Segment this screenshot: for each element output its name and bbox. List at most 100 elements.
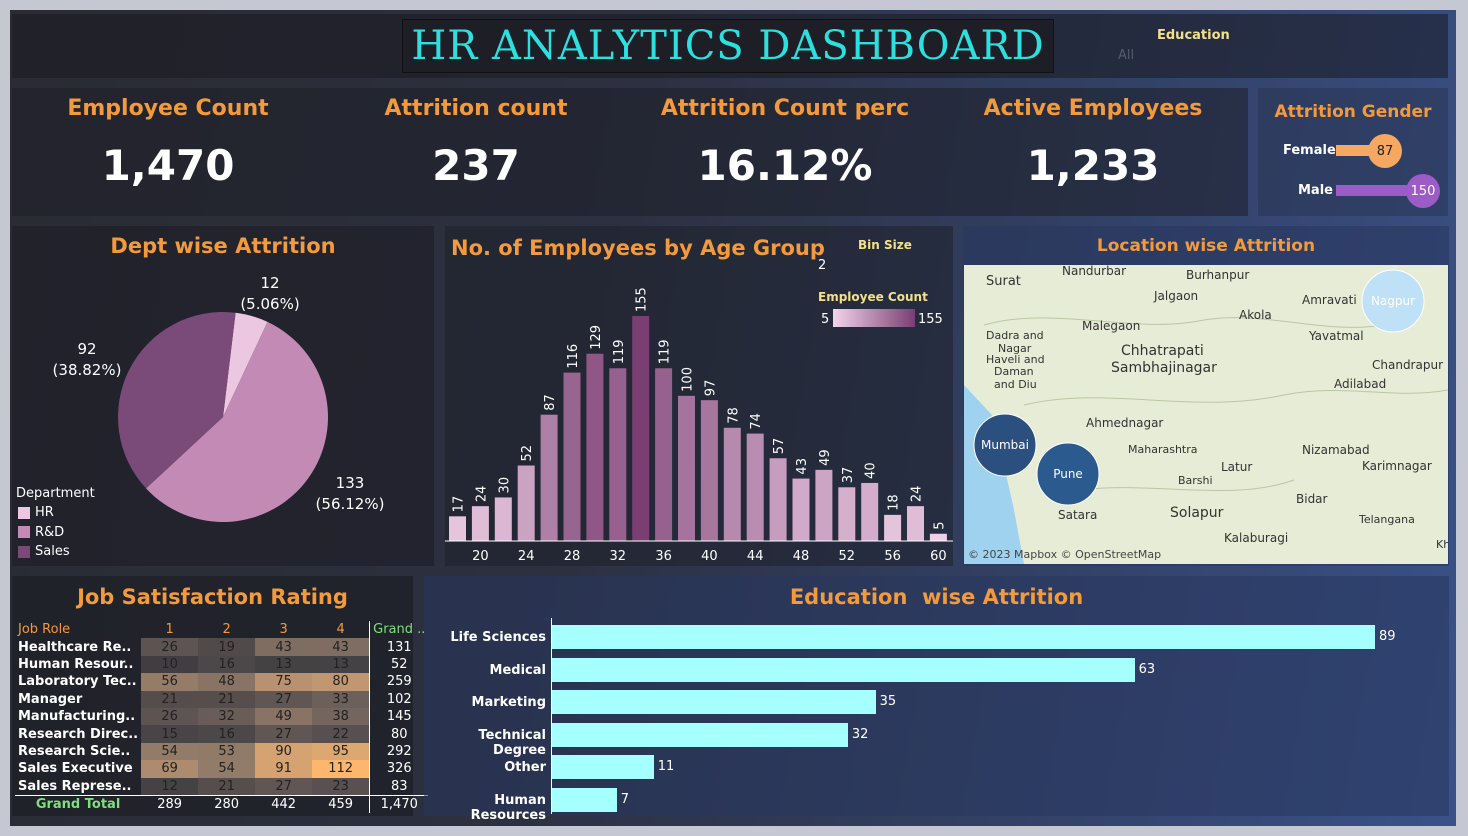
age-bar[interactable] — [655, 368, 673, 541]
job-value-cell: 54 — [141, 742, 199, 761]
pie-value-label: 133 — [336, 474, 365, 492]
age-bar[interactable] — [517, 465, 535, 541]
map-bubble-pune[interactable] — [1036, 442, 1100, 506]
job-value-cell: 90 — [255, 742, 313, 761]
age-bar[interactable] — [746, 433, 764, 541]
age-bar[interactable] — [632, 316, 650, 541]
legend-swatch — [18, 526, 30, 539]
location-title: Location wise Attrition — [1096, 236, 1316, 256]
table-row[interactable]: Healthcare Re.. 26 19 43 43 131 — [15, 638, 429, 656]
legend-swatch — [18, 506, 30, 519]
age-bar[interactable] — [494, 497, 512, 541]
age-legend-label: Employee Count — [818, 290, 928, 304]
job-title: Job Satisfaction Rating — [77, 585, 348, 609]
map-place-label: Yavatmal — [1308, 329, 1364, 343]
job-value-cell: 292 — [369, 742, 429, 761]
age-bar-label: 37 — [841, 467, 856, 484]
table-row[interactable]: Manager 21 21 27 33 102 — [15, 690, 429, 708]
map-bubble-nagpur[interactable] — [1361, 269, 1425, 333]
job-value-cell: 23 — [312, 777, 370, 796]
job-role-cell: Sales Represe.. — [18, 778, 132, 794]
table-row[interactable]: Research Direc.. 15 16 27 22 80 — [15, 725, 429, 743]
age-bar[interactable] — [815, 469, 833, 541]
gender-male-value: 150 — [1410, 183, 1436, 199]
age-bar[interactable] — [540, 414, 558, 541]
kpi-employee-count: Employee Count 1,470 — [18, 96, 318, 190]
gender-title: Attrition Gender — [1274, 102, 1432, 122]
age-bar-label: 116 — [566, 344, 581, 369]
age-bar[interactable] — [609, 368, 627, 541]
map-place-label: Haveli and — [986, 353, 1045, 366]
legend-item-sales[interactable]: Sales — [18, 542, 70, 562]
age-bar[interactable] — [678, 395, 695, 541]
edu-bar[interactable] — [552, 657, 1135, 682]
job-value-cell: 69 — [141, 760, 199, 778]
age-bar[interactable] — [449, 516, 466, 541]
job-value-cell: 33 — [312, 690, 370, 708]
table-row[interactable]: Human Resour.. 10 16 13 13 52 — [15, 655, 429, 674]
gender-male-circle[interactable]: 150 — [1406, 174, 1440, 208]
table-row[interactable]: Research Scie.. 54 53 90 95 292 — [15, 742, 429, 761]
gender-female-circle[interactable]: 87 — [1368, 134, 1402, 168]
dept-legend-title: Department — [16, 486, 95, 501]
age-bar[interactable] — [769, 458, 787, 541]
pie-slice-sales[interactable] — [118, 312, 236, 489]
map-place-label: Jalgaon — [1153, 289, 1198, 303]
dept-legend: HR R&D Sales — [18, 503, 70, 562]
age-bar[interactable] — [907, 506, 924, 541]
table-row[interactable]: Sales Executive 69 54 91 112 326 — [15, 760, 429, 778]
map-place-label: Satara — [1058, 508, 1097, 522]
edu-title: Education wise Attrition — [789, 585, 1084, 609]
edu-category-label: Life Sciences — [450, 630, 546, 645]
table-row[interactable]: Sales Represe.. 12 21 27 23 83 — [15, 777, 429, 796]
gender-female-bar[interactable] — [1336, 145, 1384, 156]
age-bar[interactable] — [861, 482, 879, 541]
age-bar[interactable] — [838, 487, 856, 541]
job-value-cell: 259 — [369, 673, 429, 691]
map-place-label: Malegaon — [1082, 319, 1140, 333]
job-col-header: Job Role — [18, 622, 71, 638]
age-legend-min: 5 — [821, 312, 830, 327]
job-total-cell: Grand Total — [15, 794, 142, 814]
age-bar[interactable] — [884, 514, 902, 541]
bin-size-value[interactable]: 2 — [818, 258, 827, 273]
kpi-value: 1,233 — [1026, 141, 1160, 190]
gender-male-bar[interactable] — [1336, 185, 1426, 196]
age-bar-label: 52 — [520, 445, 535, 462]
age-bar[interactable] — [563, 372, 581, 541]
age-bar-label: 24 — [474, 486, 489, 503]
edu-bar[interactable] — [552, 788, 617, 812]
table-row[interactable]: Laboratory Tec.. 56 48 75 80 259 — [15, 673, 429, 691]
age-bar[interactable] — [929, 533, 947, 541]
age-bar[interactable] — [471, 506, 489, 541]
legend-item-hr[interactable]: HR — [18, 503, 70, 523]
job-value-cell: 95 — [312, 742, 370, 761]
job-value-cell: 83 — [369, 777, 429, 796]
edu-bar[interactable] — [552, 625, 1375, 649]
location-map[interactable]: Surat Nandurbar Burhanpur Jalgaon Amravati Ak… — [964, 265, 1448, 564]
age-bar[interactable] — [586, 353, 604, 541]
map-place-label: Daman — [994, 365, 1034, 378]
pie-slice-hr[interactable] — [223, 312, 268, 417]
kpi-active-employees: Active Employees 1,233 — [943, 96, 1243, 190]
pie-pct-label: (38.82%) — [53, 361, 122, 379]
age-bar[interactable] — [700, 400, 718, 541]
map-bubble-mumbai[interactable] — [973, 413, 1037, 477]
edu-bar[interactable] — [552, 690, 876, 715]
map-place-label: and Diu — [994, 378, 1037, 391]
table-row[interactable]: Manufacturing.. 26 32 49 38 145 — [15, 707, 429, 726]
pie-pct-label: (5.06%) — [240, 295, 299, 313]
map-place-label: Maharashtra — [1128, 443, 1198, 456]
legend-item-rd[interactable]: R&D — [18, 523, 70, 543]
age-x-tick: 28 — [564, 549, 581, 564]
age-bar[interactable] — [723, 427, 741, 541]
edu-category-label: Human Resources — [470, 793, 546, 823]
age-bar[interactable] — [792, 478, 810, 541]
education-filter-dropdown[interactable]: All — [1118, 48, 1135, 63]
job-satisfaction-table: Job Role 1 2 3 4 Grand .. Healthcare Re.. 26 19 4… — [15, 621, 429, 814]
age-bar-label: 78 — [726, 407, 741, 424]
edu-bar[interactable] — [552, 722, 848, 747]
job-value-cell: 80 — [312, 673, 370, 691]
pie-slice-rd[interactable] — [146, 321, 328, 522]
edu-bar[interactable] — [552, 755, 654, 780]
